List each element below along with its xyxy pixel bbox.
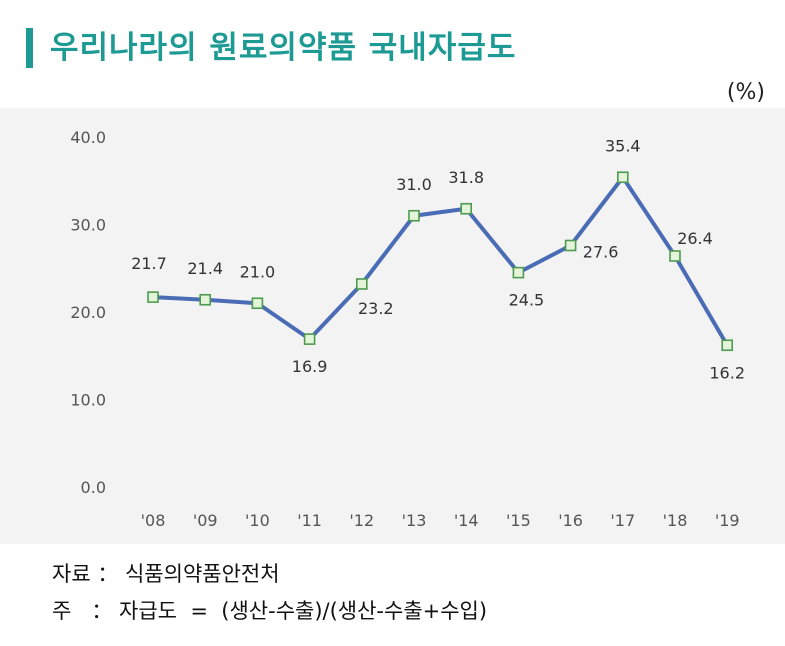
x-tick-label: '19 — [715, 511, 740, 530]
data-point-marker — [564, 239, 577, 252]
data-point-marker — [408, 209, 420, 222]
data-label: 31.0 — [396, 175, 432, 194]
x-tick-label: '15 — [506, 511, 531, 530]
data-label: 16.9 — [292, 357, 328, 376]
data-point-marker — [303, 333, 316, 345]
y-tick-label: 10.0 — [70, 391, 106, 410]
data-label: 26.4 — [677, 229, 713, 248]
x-tick-label: '13 — [402, 511, 427, 530]
x-tick-label: '12 — [349, 511, 374, 530]
data-label: 21.7 — [131, 254, 167, 273]
x-tick-label: '17 — [610, 511, 635, 530]
data-label: 21.4 — [187, 259, 223, 278]
data-point-marker — [721, 339, 734, 352]
series-line — [151, 175, 730, 348]
y-tick-label: 0.0 — [81, 478, 106, 497]
x-tick-label: '08 — [141, 511, 166, 530]
x-tick-label: '09 — [193, 511, 218, 530]
x-tick-label: '10 — [245, 511, 270, 530]
definition-note: 주 ： 자급도 = (생산-수출)/(생산-수출+수입) — [52, 599, 488, 623]
data-point-marker — [251, 297, 264, 310]
data-label: 24.5 — [509, 291, 545, 310]
data-label: 27.6 — [583, 243, 619, 262]
y-tick-label: 40.0 — [70, 128, 106, 147]
line-chart: 0.0 10.0 20.0 30.0 40.0 '08 '09 '10 '11 '12 '13 '14… — [70, 128, 745, 530]
data-point-marker — [512, 266, 525, 279]
x-tick-label: '11 — [297, 511, 322, 530]
data-point-marker — [355, 278, 368, 290]
x-tick-label: '16 — [558, 511, 583, 530]
x-tick-label: '14 — [454, 511, 479, 530]
data-label: 16.2 — [709, 363, 745, 382]
y-tick-label: 30.0 — [70, 216, 106, 235]
data-label: 21.0 — [240, 262, 276, 281]
y-tick-label: 20.0 — [70, 303, 106, 322]
data-label: 23.2 — [358, 299, 394, 318]
title-accent-bar — [26, 28, 33, 68]
x-tick-label: '18 — [663, 511, 688, 530]
chart-title: 우리나라의 원료의약품 국내자급도 — [50, 30, 517, 66]
unit-label: (%) — [726, 80, 765, 105]
data-point-marker — [147, 291, 159, 303]
data-label: 35.4 — [605, 136, 641, 155]
chart-panel: 0.0 10.0 20.0 30.0 40.0 '08 '09 '10 '11 '12 '13 '14… — [0, 108, 785, 544]
data-point-marker — [616, 171, 629, 184]
data-point-marker — [460, 202, 473, 215]
data-point-marker — [199, 293, 211, 306]
data-label: 31.8 — [448, 168, 484, 187]
source-note: 자료 ： 식품의약품안전처 — [52, 562, 280, 586]
data-point-marker — [669, 250, 681, 262]
